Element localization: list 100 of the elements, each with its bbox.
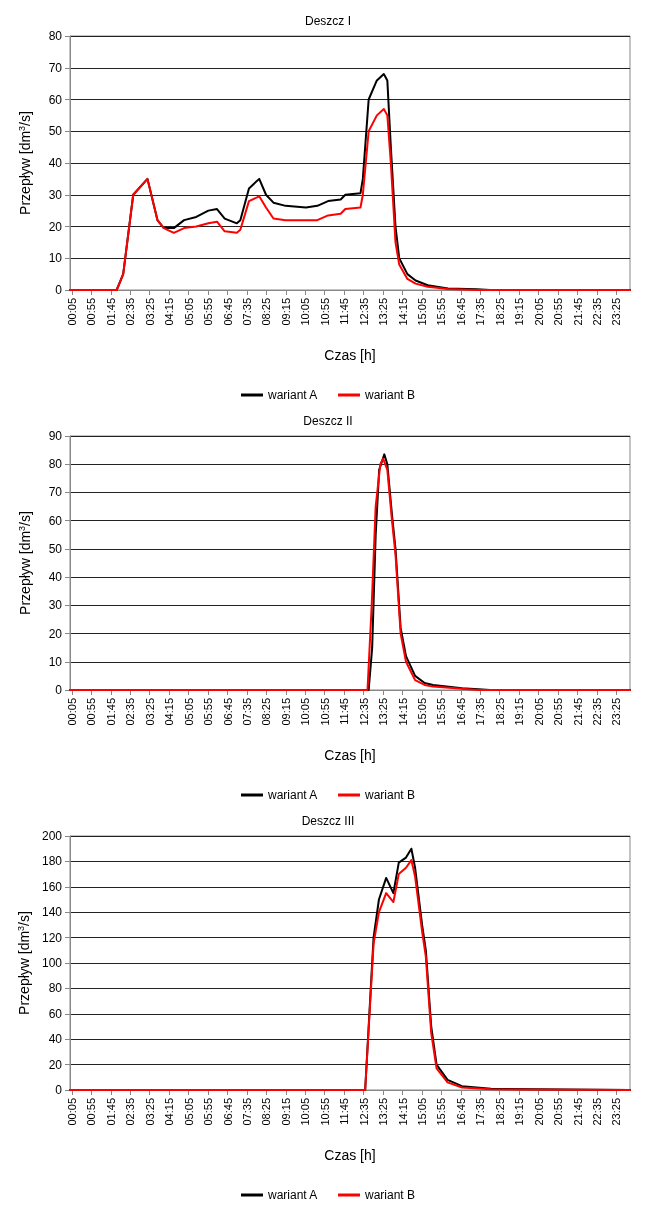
y-tick-label: 80: [48, 457, 63, 472]
x-tick-label: 18:25: [493, 298, 506, 326]
x-tick-label: 23:25: [610, 1098, 623, 1126]
x-tick-label: 00:55: [85, 298, 98, 326]
x-tick-label: 05:05: [182, 698, 195, 726]
x-tick-label: 07:35: [240, 1098, 253, 1126]
y-tick-label: 0: [55, 683, 63, 697]
y-tick-label: 60: [48, 92, 63, 107]
y-tick-label: 100: [41, 956, 63, 970]
x-tick-label: 03:25: [143, 698, 156, 726]
y-tick-label: 90: [48, 429, 63, 443]
legend-label: wariant B: [364, 388, 416, 402]
x-tick-label: 17:35: [474, 1098, 487, 1126]
y-tick-label: 180: [41, 854, 63, 869]
x-tick-label: 00:55: [85, 698, 98, 726]
x-tick-label: 05:05: [182, 1098, 195, 1126]
x-tick-label: 19:15: [513, 698, 526, 726]
x-tick-label: 02:35: [124, 698, 137, 726]
x-tick-label: 11:45: [338, 298, 351, 325]
x-tick-label: 06:45: [221, 298, 234, 326]
x-tick-label: 03:25: [143, 298, 156, 326]
x-tick-label: 19:15: [513, 298, 526, 326]
x-tick-label: 01:45: [104, 298, 117, 326]
y-tick-label: 0: [55, 283, 63, 297]
y-tick-label: 200: [41, 829, 63, 843]
x-tick-label: 05:55: [202, 298, 215, 326]
x-tick-label: 08:25: [260, 298, 273, 326]
x-tick-label: 14:15: [396, 298, 409, 326]
x-tick-label: 20:55: [552, 298, 565, 326]
x-tick-label: 17:35: [474, 698, 487, 726]
x-tick-label: 00:05: [65, 1098, 78, 1126]
x-tick-label: 15:55: [435, 298, 448, 326]
x-tick-label: 13:25: [377, 698, 390, 726]
x-tick-label: 15:05: [415, 298, 428, 326]
y-tick-label: 60: [48, 513, 63, 528]
y-tick-label: 30: [48, 187, 63, 202]
x-tick-label: 22:35: [590, 1098, 603, 1126]
y-tick-label: 50: [48, 541, 63, 556]
x-tick-label: 10:55: [318, 698, 331, 726]
y-tick-label: 20: [48, 219, 63, 234]
y-tick-label: 60: [48, 1006, 63, 1021]
x-tick-label: 10:55: [318, 298, 331, 326]
y-tick-label: 160: [41, 879, 63, 894]
x-tick-label: 12:35: [357, 698, 370, 726]
x-tick-label: 16:45: [454, 298, 467, 326]
x-tick-label: 04:15: [163, 698, 176, 726]
x-tick-label: 04:15: [163, 1098, 176, 1126]
legend-label: wariant B: [364, 1188, 416, 1202]
x-tick-label: 20:55: [552, 1098, 565, 1126]
chart-title: Deszcz II: [303, 414, 353, 428]
x-tick-label: 11:45: [338, 1098, 351, 1125]
y-tick-label: 70: [48, 485, 63, 500]
x-tick-label: 10:05: [299, 298, 312, 326]
x-tick-label: 15:55: [435, 698, 448, 726]
x-axis-title: Czas [h]: [324, 747, 376, 763]
y-tick-label: 0: [55, 1083, 63, 1097]
x-tick-label: 03:25: [143, 1098, 156, 1126]
x-axis-title: Czas [h]: [324, 1147, 376, 1163]
x-tick-label: 10:05: [299, 698, 312, 726]
y-tick-label: 40: [48, 1032, 63, 1047]
x-tick-label: 16:45: [454, 698, 467, 726]
x-tick-label: 21:45: [571, 298, 584, 326]
x-tick-label: 16:45: [454, 1098, 467, 1126]
x-tick-label: 21:45: [571, 698, 584, 726]
x-tick-label: 15:05: [415, 1098, 428, 1126]
legend-label: wariant A: [266, 388, 318, 402]
x-tick-label: 14:15: [396, 698, 409, 726]
x-tick-label: 13:25: [377, 1098, 390, 1126]
y-tick-label: 10: [48, 251, 63, 266]
x-tick-label: 02:35: [124, 298, 137, 326]
x-tick-label: 09:15: [279, 1098, 292, 1126]
x-tick-label: 07:35: [240, 698, 253, 726]
x-tick-label: 20:05: [532, 298, 545, 326]
x-tick-label: 05:05: [182, 298, 195, 326]
x-tick-label: 04:15: [163, 298, 176, 326]
legend-label: wariant B: [364, 788, 416, 802]
y-tick-label: 50: [48, 124, 63, 139]
x-tick-label: 14:15: [396, 1098, 409, 1126]
x-tick-label: 01:45: [104, 698, 117, 726]
x-tick-label: 00:05: [65, 698, 78, 726]
y-tick-label: 70: [48, 60, 63, 75]
x-tick-label: 05:55: [202, 1098, 215, 1126]
legend-label: wariant A: [266, 1188, 318, 1202]
x-tick-label: 20:55: [552, 698, 565, 726]
y-tick-label: 10: [48, 654, 63, 669]
y-tick-label: 40: [48, 570, 63, 585]
x-tick-label: 08:25: [260, 698, 273, 726]
x-tick-label: 20:05: [532, 698, 545, 726]
x-tick-label: 00:55: [85, 1098, 98, 1126]
y-tick-label: 120: [41, 930, 63, 945]
x-tick-label: 01:45: [104, 1098, 117, 1126]
x-tick-label: 15:55: [435, 1098, 448, 1126]
legend-label: wariant A: [266, 788, 318, 802]
x-tick-label: 18:25: [493, 698, 506, 726]
x-tick-label: 10:55: [318, 1098, 331, 1126]
x-tick-label: 11:45: [338, 698, 351, 725]
x-tick-label: 06:45: [221, 1098, 234, 1126]
x-tick-label: 07:35: [240, 298, 253, 326]
x-tick-label: 23:25: [610, 698, 623, 726]
x-tick-label: 22:35: [590, 298, 603, 326]
